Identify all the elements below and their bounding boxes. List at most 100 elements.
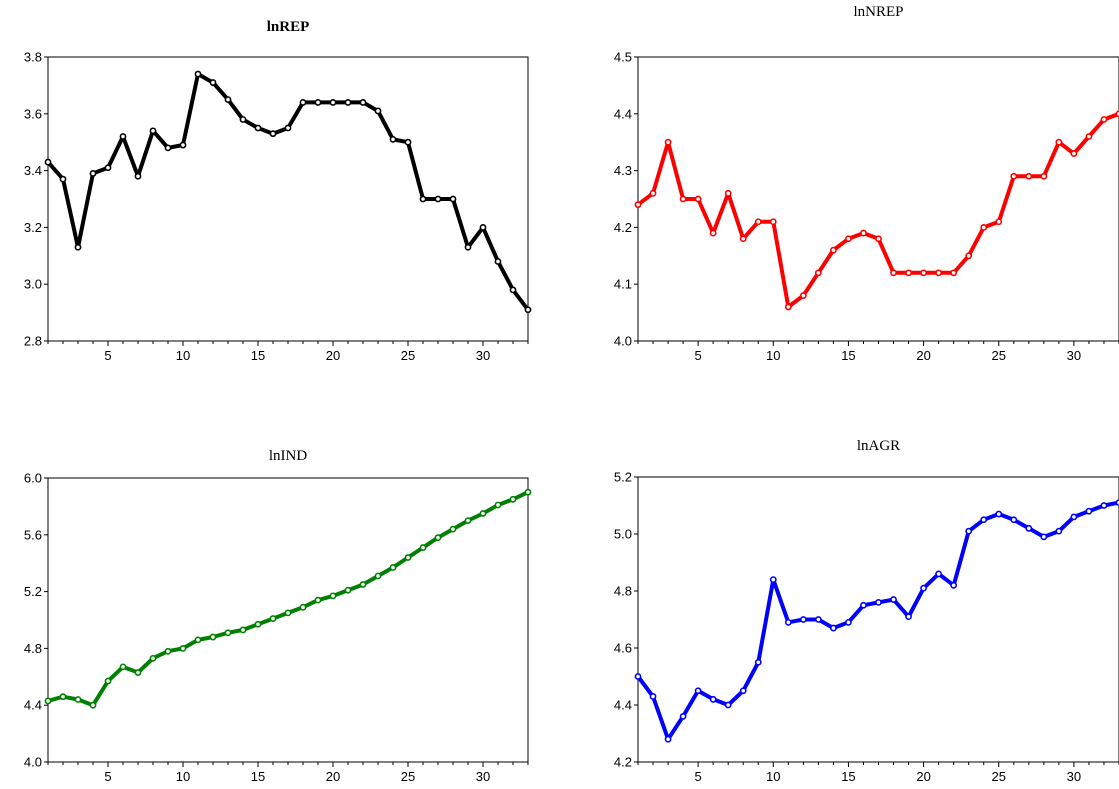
data-point <box>164 647 172 655</box>
data-point <box>739 687 747 695</box>
data-point <box>179 141 187 149</box>
data-point <box>314 596 322 604</box>
data-point <box>269 130 277 138</box>
chart-title: lnREP <box>267 19 310 35</box>
data-point <box>389 135 397 143</box>
data-point <box>419 195 427 203</box>
data-point <box>284 609 292 617</box>
data-point <box>754 658 762 666</box>
x-tick-label: 5 <box>104 769 111 784</box>
x-tick-label: 30 <box>476 769 490 784</box>
data-point <box>799 292 807 299</box>
x-tick-label: 30 <box>1067 769 1081 784</box>
data-point <box>1085 133 1093 140</box>
data-point <box>860 601 867 609</box>
data-point <box>104 677 112 685</box>
data-point <box>524 306 532 314</box>
y-tick-label: 4.4 <box>614 106 632 121</box>
data-point <box>59 693 67 701</box>
data-point <box>1055 527 1063 535</box>
x-tick-label: 10 <box>176 348 190 363</box>
series-line <box>47 490 529 708</box>
data-point <box>679 195 687 203</box>
data-point <box>784 618 792 626</box>
x-tick-label: 15 <box>251 769 265 784</box>
y-tick-label: 3.8 <box>24 50 42 65</box>
y-tick-label: 4.5 <box>614 50 632 65</box>
data-point <box>299 603 307 611</box>
data-point <box>875 599 882 606</box>
y-tick-label: 5.0 <box>614 527 632 542</box>
x-tick-label: 5 <box>104 348 111 363</box>
data-point <box>209 633 217 641</box>
data-point <box>920 584 927 592</box>
data-point <box>905 613 912 621</box>
data-point <box>830 624 837 632</box>
data-point <box>389 564 397 571</box>
data-point <box>920 269 927 277</box>
data-point <box>314 99 322 106</box>
data-point <box>509 495 517 503</box>
data-point <box>1040 172 1048 180</box>
data-point <box>59 175 67 183</box>
x-tick-label: 20 <box>326 348 340 363</box>
chart-title: lnAGR <box>857 438 900 454</box>
data-point <box>1010 516 1018 524</box>
data-point <box>769 576 777 583</box>
data-point <box>164 144 172 152</box>
data-point <box>1085 507 1093 515</box>
data-point <box>119 663 127 671</box>
data-point <box>769 218 777 226</box>
y-tick-label: 4.8 <box>614 584 632 599</box>
y-tick-label: 4.0 <box>614 334 632 349</box>
data-point <box>724 701 732 709</box>
chart-title: lnIND <box>269 448 307 464</box>
data-point <box>814 616 822 623</box>
x-tick-label: 30 <box>1067 348 1081 363</box>
data-point <box>935 570 943 578</box>
data-point <box>980 516 988 524</box>
data-point <box>694 195 702 203</box>
data-point <box>464 517 472 524</box>
y-tick-label: 3.6 <box>24 106 42 121</box>
data-point <box>950 269 958 277</box>
data-point <box>754 218 762 226</box>
data-point <box>239 626 247 634</box>
data-point <box>799 616 807 623</box>
data-point <box>374 572 382 580</box>
chart-panel-lnind: lnIND 4.0 4.4 4.8 5.2 5.6 6.0 5 10 15 20 25 30 <box>24 448 532 784</box>
data-point <box>464 243 472 251</box>
data-point <box>344 99 352 106</box>
x-tick-label: 30 <box>476 348 490 363</box>
data-point <box>1055 138 1063 146</box>
data-point <box>284 124 292 132</box>
data-point <box>374 107 382 115</box>
x-tick-label: 25 <box>992 769 1006 784</box>
chart-title: lnNREP <box>853 4 903 20</box>
series-line <box>46 72 530 312</box>
data-point <box>739 235 747 243</box>
data-point <box>134 669 142 676</box>
data-point <box>44 697 52 705</box>
data-point <box>845 235 852 243</box>
data-point <box>709 695 717 703</box>
data-point <box>404 138 412 146</box>
data-point <box>329 99 337 106</box>
data-point <box>890 269 897 277</box>
data-point <box>494 258 502 265</box>
plot-frame <box>637 56 1119 342</box>
data-point <box>74 696 82 703</box>
x-tick-label: 10 <box>766 348 780 363</box>
data-point <box>149 127 157 135</box>
x-tick-label: 5 <box>695 769 702 784</box>
data-point <box>784 303 792 311</box>
data-point <box>44 158 52 166</box>
data-point <box>814 269 822 277</box>
data-point <box>419 544 427 551</box>
data-point <box>965 527 973 535</box>
data-point <box>1010 172 1018 180</box>
y-tick-label: 6.0 <box>24 471 42 486</box>
y-tick-label: 4.8 <box>24 641 42 656</box>
data-point <box>965 252 973 260</box>
data-point <box>254 124 262 132</box>
